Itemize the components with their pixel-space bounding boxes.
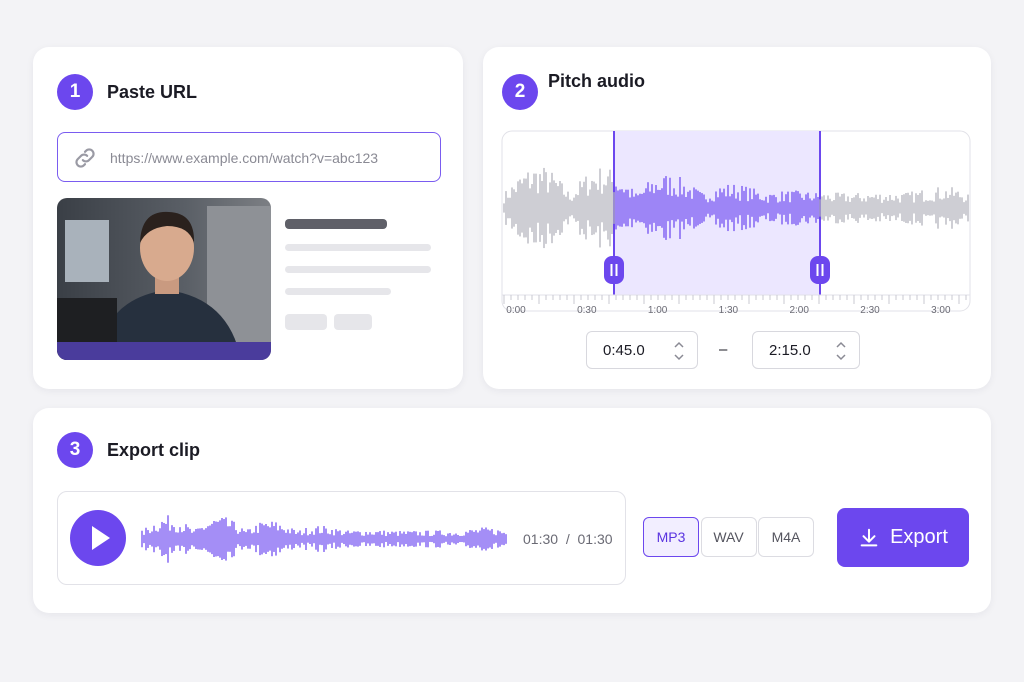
card-export <box>33 408 991 613</box>
export-button[interactable]: Export <box>837 508 969 567</box>
placeholder-line <box>285 244 431 251</box>
video-thumbnail <box>57 198 271 360</box>
step-title: Export clip <box>107 440 201 460</box>
spinner[interactable] <box>835 340 847 362</box>
range-separator: – <box>719 341 728 358</box>
step-number: 1 <box>57 74 93 110</box>
timeline-label: 3:00 <box>931 305 951 316</box>
format-option[interactable]: M4A <box>758 517 814 557</box>
timeline-label: 2:30 <box>860 305 880 316</box>
graphic <box>57 342 271 360</box>
spinner-arrows <box>674 341 684 361</box>
graphic <box>57 198 271 360</box>
download-icon <box>860 528 878 546</box>
start-time: 0:45.0 <box>603 341 645 359</box>
placeholder-chip <box>334 314 372 330</box>
step-number: 3 <box>57 432 93 468</box>
graphic <box>92 526 110 550</box>
spinner[interactable] <box>673 340 685 362</box>
player-graphics <box>70 510 507 566</box>
end-time: 2:15.0 <box>769 341 811 359</box>
export-label: Export <box>890 526 948 548</box>
start-time-input[interactable]: 0:45.0 <box>586 331 698 369</box>
graphic <box>65 220 109 282</box>
step-title: Pitch audio <box>548 71 646 91</box>
timeline-label: 0:30 <box>577 305 597 316</box>
graphic <box>614 131 820 295</box>
placeholder-line <box>285 219 387 229</box>
timeline-label: 1:00 <box>648 305 668 316</box>
link-icon <box>75 148 95 168</box>
graphic <box>81 148 95 163</box>
placeholder-line <box>285 288 391 295</box>
graphic <box>140 215 194 281</box>
range-handle[interactable] <box>604 256 624 284</box>
url-input[interactable]: https://www.example.com/watch?v=abc123 <box>57 132 441 182</box>
timeline-label: 1:30 <box>719 305 739 316</box>
format-option[interactable]: WAV <box>700 517 757 557</box>
placeholder-line <box>285 266 431 273</box>
step-number: 2 <box>502 74 538 110</box>
graphic <box>75 148 95 168</box>
graphic <box>860 528 878 546</box>
end-time-input[interactable]: 2:15.0 <box>752 331 860 369</box>
timeline-label: 2:00 <box>789 305 809 316</box>
placeholder-chip <box>285 314 327 330</box>
spinner-arrows <box>836 341 846 361</box>
timeline: 0:00 0:30 1:00 1:30 2:00 2:30 3:00 <box>501 130 971 316</box>
player <box>57 491 626 585</box>
timeline-label: 0:00 <box>506 305 526 316</box>
range-handle[interactable] <box>810 256 830 284</box>
graphic <box>75 153 89 168</box>
graphic <box>140 211 195 243</box>
current-time: 01:30 <box>523 531 559 547</box>
time-separator: / <box>565 531 570 547</box>
player-time: 01:30 / 01:30 <box>523 531 613 547</box>
format-option[interactable]: MP3 <box>643 517 699 557</box>
graphic <box>860 528 878 546</box>
step-title: Paste URL <box>107 82 198 102</box>
total-time: 01:30 <box>577 531 613 547</box>
url-placeholder: https://www.example.com/watch?v=abc123 <box>110 150 379 166</box>
